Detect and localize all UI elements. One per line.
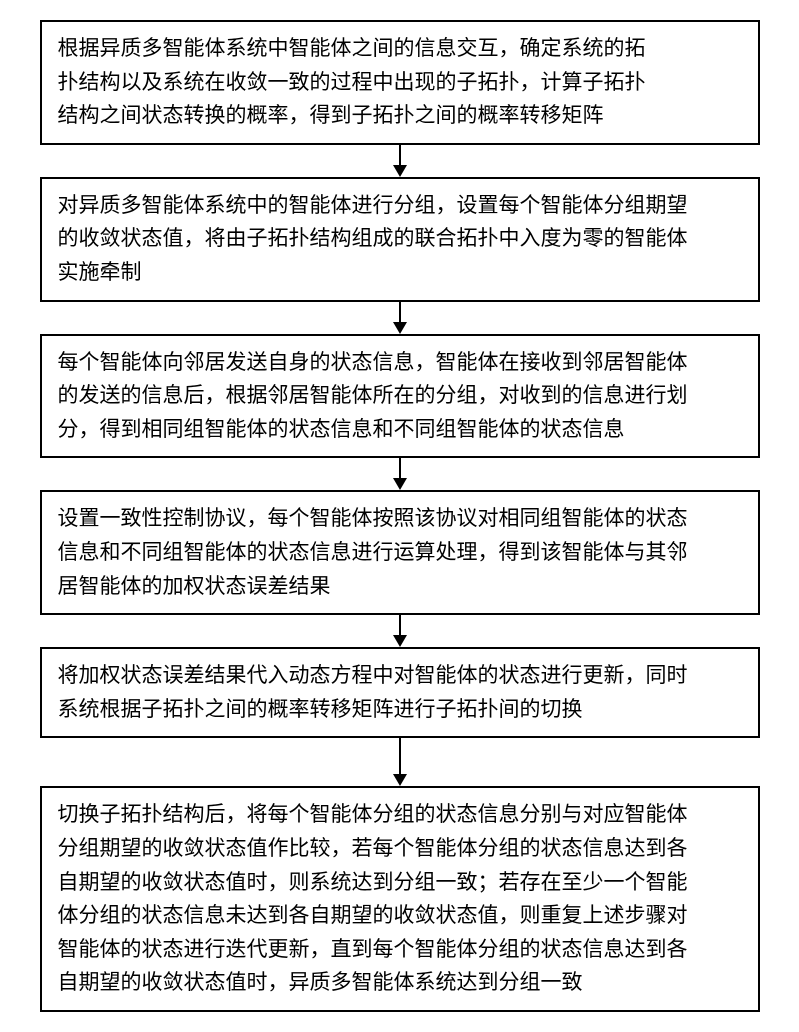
step-5-line-2: 系统根据子拓扑之间的概率转移矩阵进行子拓扑间的切换 — [58, 693, 742, 727]
step-1-line-1: 根据异质多智能体系统中智能体之间的信息交互，确定系统的拓 — [58, 32, 742, 66]
arrow-stem — [399, 458, 401, 478]
flowchart-container: 根据异质多智能体系统中智能体之间的信息交互，确定系统的拓扑结构以及系统在收敛一致… — [0, 0, 799, 1032]
step-1-line-3: 结构之间状态转换的概率，得到子拓扑之间的概率转移矩阵 — [58, 99, 742, 133]
flowchart-arrow-5 — [393, 738, 407, 786]
step-3-line-1: 每个智能体向邻居发送自身的状态信息，智能体在接收到邻居智能体 — [58, 346, 742, 380]
step-2-line-2: 的收敛状态值，将由子拓扑结构组成的联合拓扑中入度为零的智能体 — [58, 222, 742, 256]
step-4-line-2: 信息和不同组智能体的状态信息进行运算处理，得到该智能体与其邻 — [58, 536, 742, 570]
flowchart-step-6: 切换子拓扑结构后，将每个智能体分组的状态信息分别与对应智能体分组期望的收敛状态值… — [40, 786, 760, 1012]
step-6-line-1: 切换子拓扑结构后，将每个智能体分组的状态信息分别与对应智能体 — [58, 798, 742, 832]
flowchart-step-4: 设置一致性控制协议，每个智能体按照该协议对相同组智能体的状态信息和不同组智能体的… — [40, 490, 760, 615]
flowchart-arrow-4 — [393, 615, 407, 647]
step-6-line-2: 分组期望的收敛状态值作比较，若每个智能体分组的状态信息达到各 — [58, 832, 742, 866]
step-2-line-1: 对异质多智能体系统中的智能体进行分组，设置每个智能体分组期望 — [58, 189, 742, 223]
step-6-line-4: 体分组的状态信息未达到各自期望的收敛状态值，则重复上述步骤对 — [58, 899, 742, 933]
step-3-line-2: 的发送的信息后，根据邻居智能体所在的分组，对收到的信息进行划 — [58, 379, 742, 413]
arrow-head-icon — [393, 322, 407, 334]
step-6-line-5: 智能体的状态进行迭代更新，直到每个智能体分组的状态信息达到各 — [58, 933, 742, 967]
arrow-head-icon — [393, 165, 407, 177]
step-1-line-2: 扑结构以及系统在收敛一致的过程中出现的子拓扑，计算子拓扑 — [58, 66, 742, 100]
arrow-head-icon — [393, 478, 407, 490]
arrow-head-icon — [393, 774, 407, 786]
arrow-head-icon — [393, 635, 407, 647]
step-3-line-3: 分，得到相同组智能体的状态信息和不同组智能体的状态信息 — [58, 413, 742, 447]
step-6-line-3: 自期望的收敛状态值时，则系统达到分组一致；若存在至少一个智能 — [58, 866, 742, 900]
step-2-line-3: 实施牵制 — [58, 256, 742, 290]
step-4-line-3: 居智能体的加权状态误差结果 — [58, 570, 742, 604]
step-6-line-6: 自期望的收敛状态值时，异质多智能体系统达到分组一致 — [58, 966, 742, 1000]
flowchart-arrow-1 — [393, 145, 407, 177]
flowchart-step-3: 每个智能体向邻居发送自身的状态信息，智能体在接收到邻居智能体的发送的信息后，根据… — [40, 334, 760, 459]
arrow-stem — [399, 145, 401, 165]
flowchart-arrow-2 — [393, 302, 407, 334]
flowchart-arrow-3 — [393, 458, 407, 490]
arrow-stem — [399, 615, 401, 635]
arrow-stem — [399, 738, 401, 774]
step-4-line-1: 设置一致性控制协议，每个智能体按照该协议对相同组智能体的状态 — [58, 502, 742, 536]
step-5-line-1: 将加权状态误差结果代入动态方程中对智能体的状态进行更新，同时 — [58, 659, 742, 693]
flowchart-step-1: 根据异质多智能体系统中智能体之间的信息交互，确定系统的拓扑结构以及系统在收敛一致… — [40, 20, 760, 145]
flowchart-step-2: 对异质多智能体系统中的智能体进行分组，设置每个智能体分组期望的收敛状态值，将由子… — [40, 177, 760, 302]
arrow-stem — [399, 302, 401, 322]
flowchart-step-5: 将加权状态误差结果代入动态方程中对智能体的状态进行更新，同时系统根据子拓扑之间的… — [40, 647, 760, 738]
